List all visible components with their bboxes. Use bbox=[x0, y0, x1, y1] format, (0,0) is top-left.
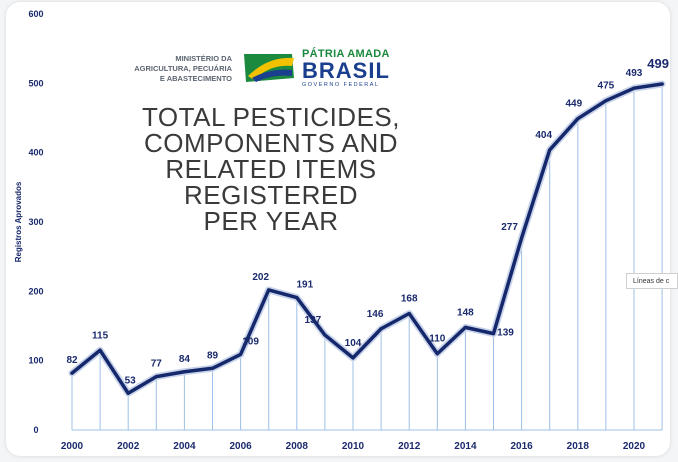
data-point bbox=[211, 366, 214, 370]
data-point bbox=[548, 148, 552, 152]
data-point bbox=[520, 236, 524, 240]
tooltip: Líneas de c bbox=[626, 273, 678, 289]
data-point bbox=[267, 288, 271, 292]
data-label: 168 bbox=[401, 294, 418, 305]
y-tick-label: 100 bbox=[28, 356, 43, 366]
data-point bbox=[98, 348, 102, 352]
x-tick-label: 2014 bbox=[454, 441, 477, 452]
y-tick-label: 0 bbox=[33, 425, 38, 435]
x-tick-label: 2012 bbox=[398, 441, 421, 452]
data-label: 109 bbox=[242, 336, 259, 347]
data-label: 404 bbox=[535, 130, 552, 141]
x-tick-label: 2006 bbox=[229, 441, 252, 452]
data-point bbox=[492, 332, 495, 336]
brand-subtitle: GOVERNO FEDERAL bbox=[302, 82, 380, 88]
chart-title-line: RELATED ITEMS bbox=[165, 154, 377, 184]
line-chart: Registros Aprovados 0 100 200 300 400 500 600 82… bbox=[14, 9, 669, 452]
x-tick-label: 2020 bbox=[623, 441, 646, 452]
data-label: 84 bbox=[179, 354, 191, 365]
x-tick-label: 2000 bbox=[61, 441, 84, 452]
y-tick-label: 200 bbox=[28, 286, 43, 296]
chart-title-line: REGISTERED bbox=[183, 180, 359, 210]
data-label: 148 bbox=[457, 307, 474, 318]
data-label: 475 bbox=[598, 81, 615, 92]
data-point bbox=[660, 82, 664, 86]
chart-title: TOTAL PESTICIDES, COMPONENTS AND RELATED… bbox=[106, 104, 436, 234]
chart-title-line: COMPONENTS AND bbox=[143, 128, 399, 158]
brand-tagline: PÁTRIA AMADA bbox=[302, 48, 390, 60]
data-label: 277 bbox=[501, 222, 518, 233]
data-point bbox=[351, 356, 355, 360]
y-tick-label: 500 bbox=[28, 78, 43, 88]
x-tick-label: 2018 bbox=[567, 441, 590, 452]
data-label: 53 bbox=[125, 375, 137, 386]
chart-title-line: TOTAL PESTICIDES, bbox=[142, 102, 400, 132]
y-axis-label: Registros Aprovados bbox=[14, 181, 23, 262]
data-point bbox=[407, 312, 411, 316]
data-label: 191 bbox=[296, 280, 313, 291]
data-point bbox=[576, 117, 580, 121]
data-point bbox=[323, 333, 327, 337]
data-label: 137 bbox=[305, 315, 322, 326]
data-point bbox=[154, 375, 158, 379]
y-tick-label: 600 bbox=[28, 9, 43, 19]
data-point bbox=[379, 327, 383, 331]
x-tick-label: 2002 bbox=[117, 441, 140, 452]
data-point bbox=[295, 296, 299, 300]
data-point bbox=[435, 352, 439, 356]
data-label: 110 bbox=[429, 334, 446, 345]
x-tick-label: 2004 bbox=[173, 441, 196, 452]
data-label: 139 bbox=[497, 328, 514, 339]
data-point bbox=[463, 325, 467, 329]
brand-text: PÁTRIA AMADA BRASIL GOVERNO FEDERAL bbox=[302, 48, 390, 88]
chart-card: Registros Aprovados 0 100 200 300 400 500 600 82… bbox=[6, 2, 670, 456]
data-label: 104 bbox=[345, 338, 362, 349]
brasil-flag-logo-icon bbox=[244, 54, 294, 82]
data-label: 115 bbox=[92, 330, 109, 341]
logo: MINISTÉRIO DA AGRICULTURA, PECUÁRIA E AB… bbox=[116, 48, 416, 92]
data-label: 77 bbox=[151, 359, 163, 370]
x-tick-label: 2010 bbox=[342, 441, 365, 452]
data-label: 146 bbox=[367, 309, 384, 320]
data-point bbox=[70, 371, 74, 375]
y-tick-label: 400 bbox=[28, 148, 43, 158]
series-line bbox=[70, 82, 664, 396]
data-label: 493 bbox=[626, 68, 643, 79]
ministry-name: MINISTÉRIO DA AGRICULTURA, PECUÁRIA E AB… bbox=[134, 54, 232, 83]
data-label: 449 bbox=[565, 99, 582, 110]
data-point bbox=[182, 370, 186, 374]
data-point bbox=[239, 352, 243, 356]
data-point bbox=[604, 99, 608, 103]
data-label: 202 bbox=[252, 272, 269, 283]
x-tick-label: 2008 bbox=[286, 441, 309, 452]
data-point bbox=[632, 86, 636, 90]
data-label: 82 bbox=[66, 355, 78, 366]
data-label: 89 bbox=[207, 350, 219, 361]
y-tick-label: 300 bbox=[28, 217, 43, 227]
chart-title-line: PER YEAR bbox=[203, 206, 339, 236]
data-label: 499 bbox=[647, 56, 669, 71]
brand-name: BRASIL bbox=[302, 58, 390, 83]
data-point bbox=[126, 391, 130, 395]
x-tick-label: 2016 bbox=[510, 441, 533, 452]
